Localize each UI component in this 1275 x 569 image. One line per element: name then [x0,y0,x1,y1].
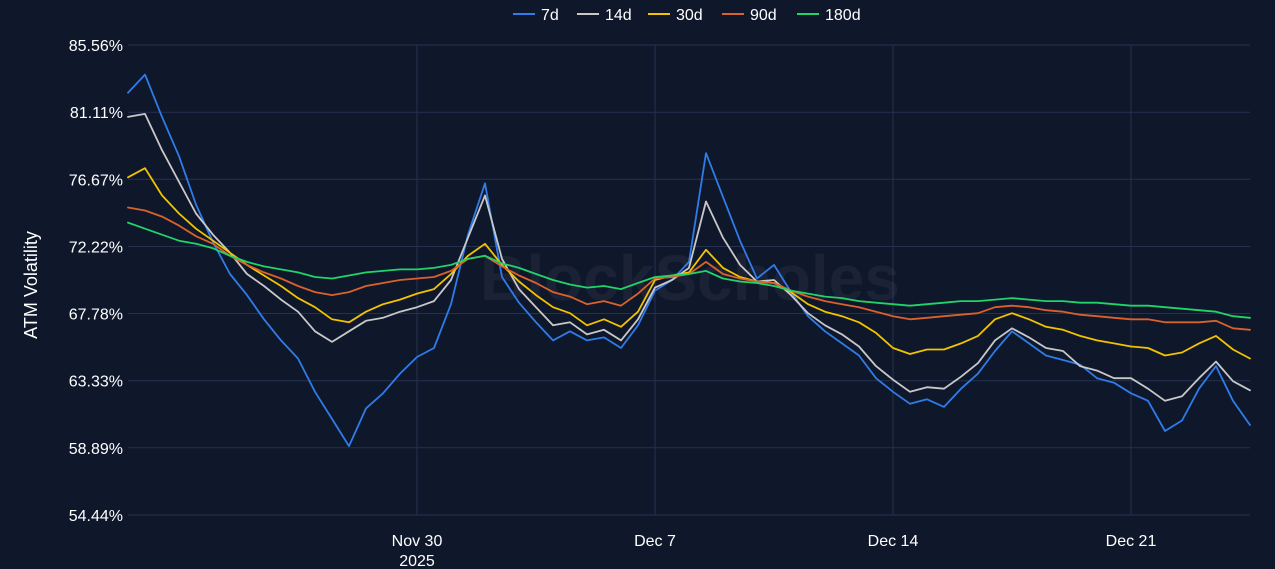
series-line-30d [127,167,1251,360]
x-tick-label: Nov 30 [392,533,443,550]
y-tick-label: 54.44% [69,508,123,525]
legend-label: 90d [750,7,777,24]
y-tick-label: 72.22% [69,239,123,256]
series-lines [127,73,1251,448]
x-tick-label: Dec 14 [868,533,919,550]
legend-label: 30d [676,7,703,24]
legend-item-30d[interactable]: 30d [648,7,703,24]
legend-item-90d[interactable]: 90d [722,7,777,24]
y-tick-label: 63.33% [69,374,123,391]
y-tick-label: 85.56% [69,38,123,55]
legend-item-14d[interactable]: 14d [577,7,632,24]
y-tick-label: 81.11% [70,105,123,122]
legend-item-7d[interactable]: 7d [513,7,559,24]
series-line-180d [127,221,1251,319]
y-tick-label: 67.78% [69,307,123,324]
legend[interactable]: 7d 14d 30d 90d 180d [513,7,861,24]
y-axis-ticks: 54.44% 58.89% 63.33% 67.78% 72.22% 76.67% 81.1… [69,38,123,525]
legend-label: 14d [605,7,632,24]
series-line-7d [127,73,1251,448]
x-tick-sublabel: 2025 [399,553,435,569]
legend-item-180d[interactable]: 180d [797,7,861,24]
x-tick-label: Dec 21 [1106,533,1157,550]
legend-label: 7d [541,7,559,24]
y-axis-title: ATM Volatility [21,231,41,339]
series-line-14d [127,113,1251,402]
y-tick-label: 76.67% [69,172,123,189]
x-axis-ticks: Nov 30 2025 Dec 7 Dec 14 Dec 21 [392,533,1157,569]
y-tick-label: 58.89% [69,441,123,458]
x-tick-label: Dec 7 [634,533,676,550]
legend-label: 180d [825,7,861,24]
